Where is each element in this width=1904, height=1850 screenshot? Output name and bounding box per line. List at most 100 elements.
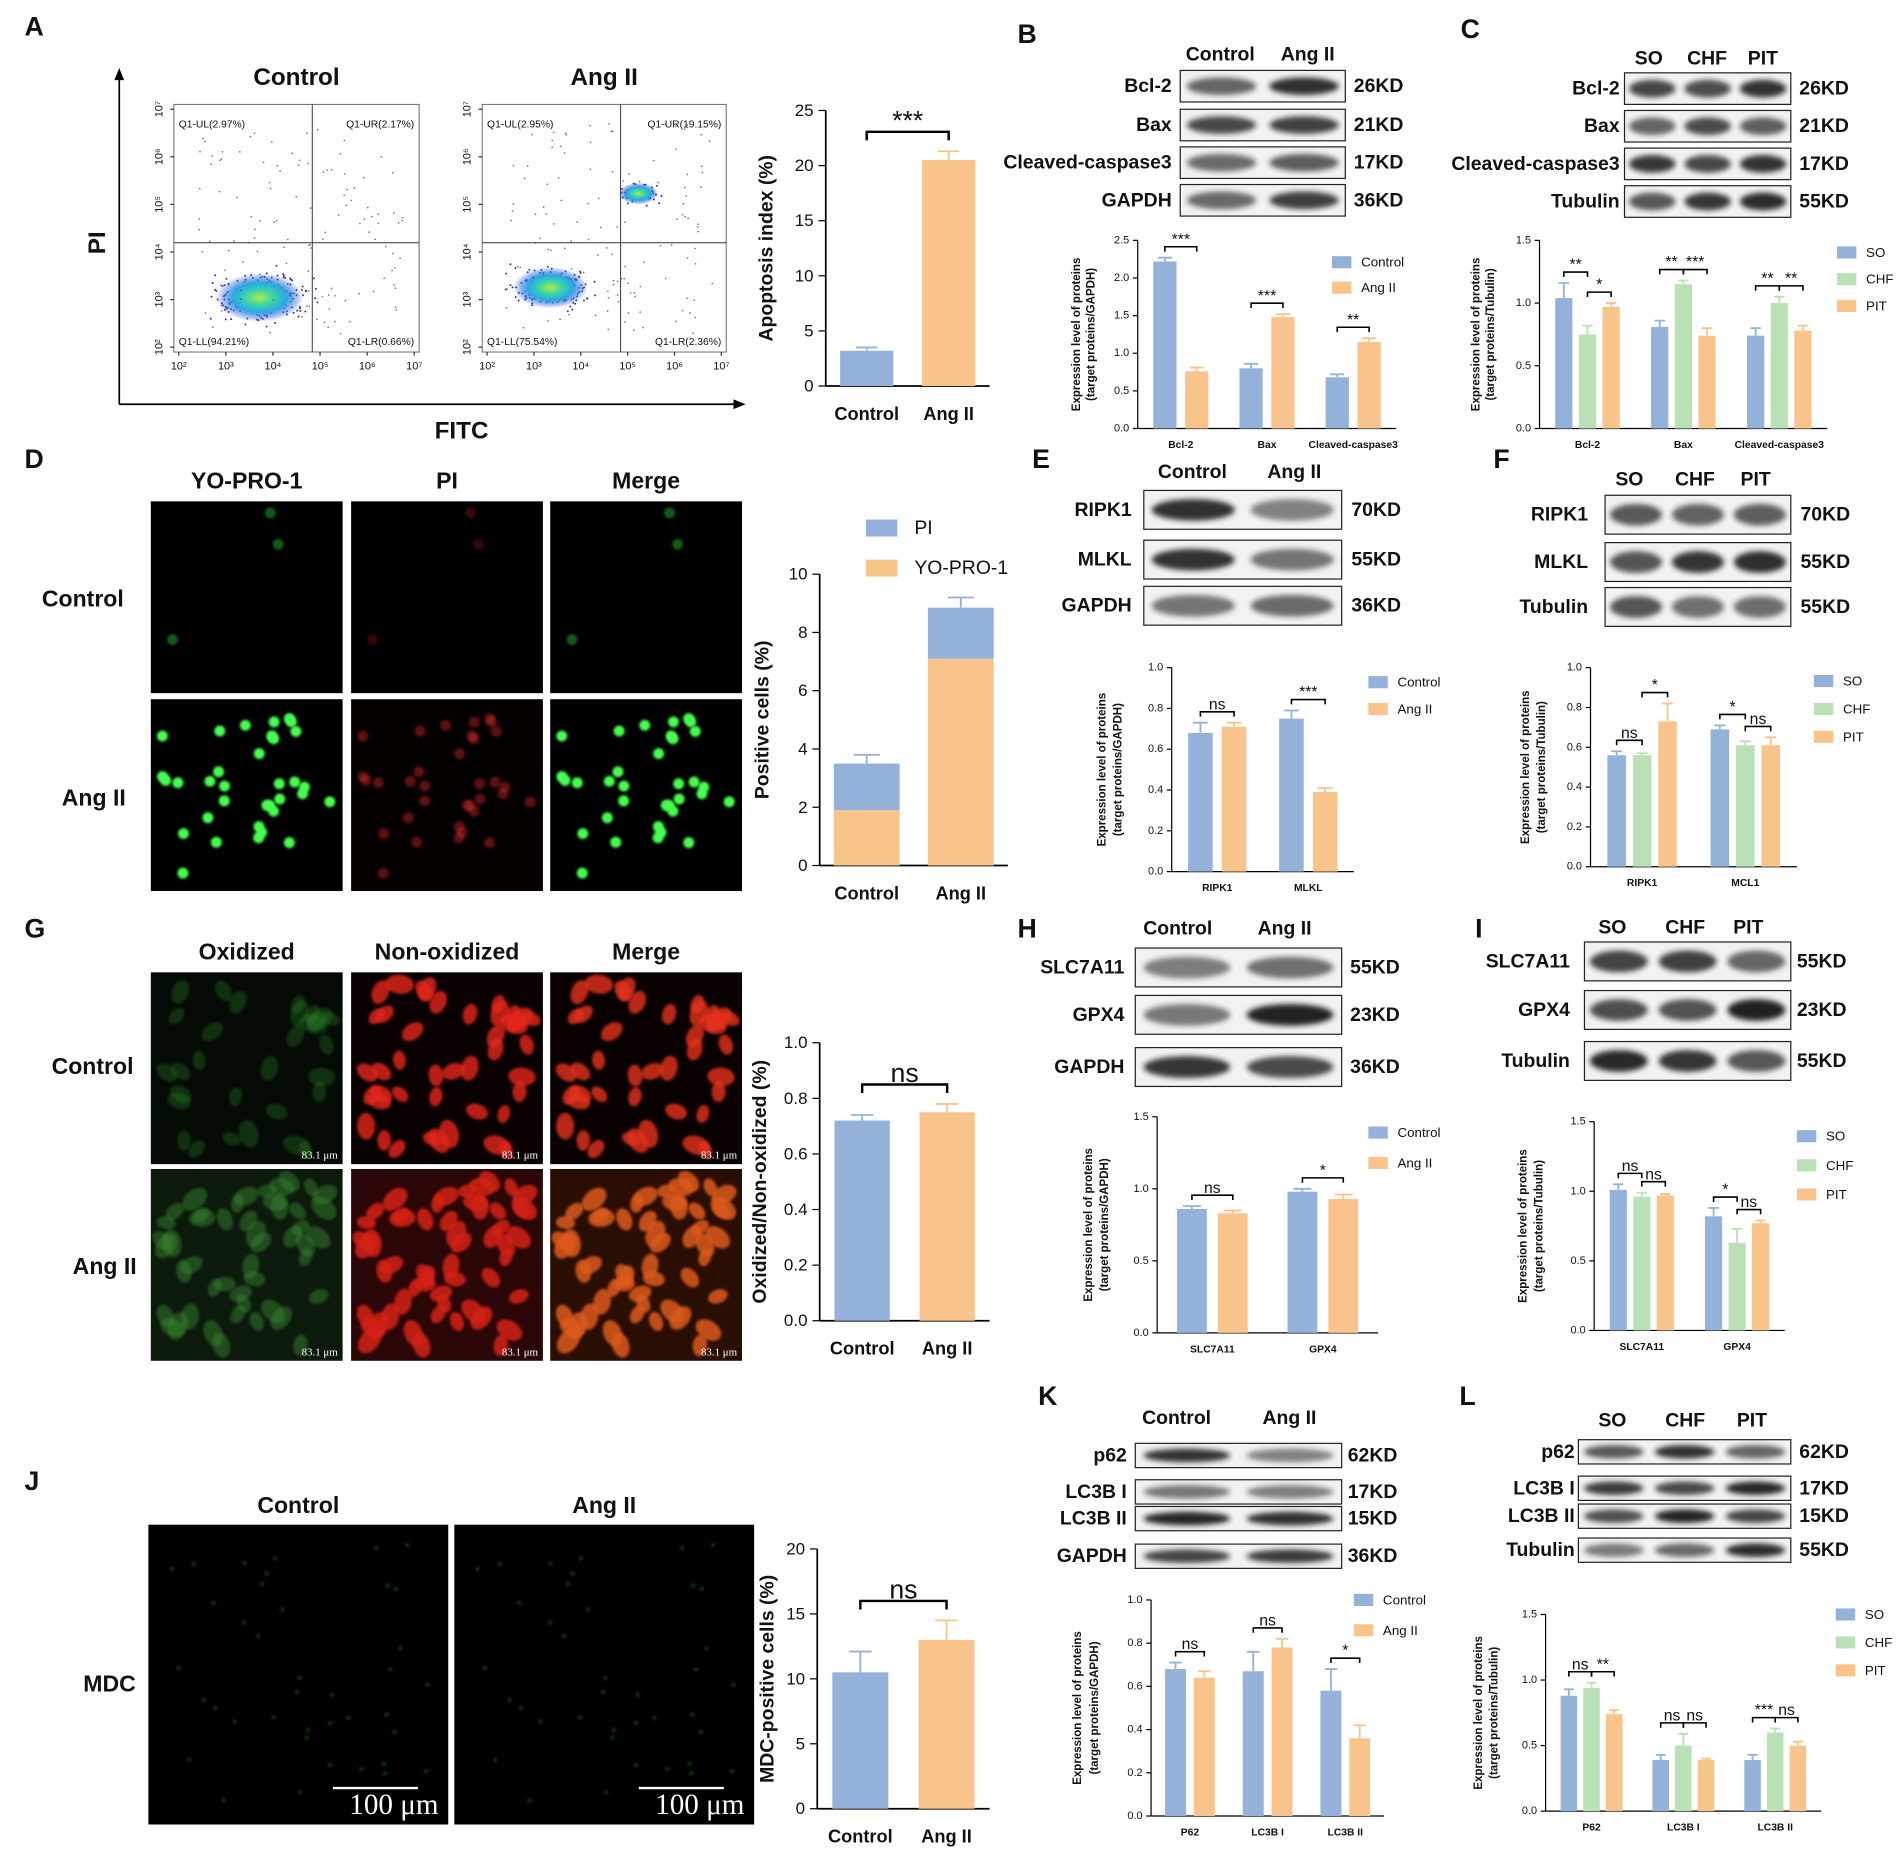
bar — [1789, 1745, 1807, 1812]
flow-event — [616, 226, 618, 228]
cell — [378, 828, 390, 840]
cell — [428, 1064, 444, 1087]
legend-label: CHF — [1866, 272, 1893, 287]
flow-event — [322, 171, 325, 173]
legend-label: Ang II — [1361, 280, 1396, 295]
panel-label: A — [25, 12, 44, 42]
flow-event — [582, 271, 585, 274]
flow-event — [563, 247, 566, 250]
blot-band — [1725, 1543, 1786, 1557]
cell — [706, 1011, 726, 1032]
error-bar — [1765, 736, 1777, 746]
cell — [393, 1050, 406, 1070]
bar — [1312, 792, 1338, 872]
x-tick-label: 10³ — [526, 361, 542, 373]
flow-event — [516, 265, 519, 268]
flow-event — [227, 249, 230, 252]
blot-band — [1269, 77, 1339, 96]
cell — [283, 837, 295, 849]
flow-event — [676, 218, 679, 221]
x-tick-label: Ang II — [936, 883, 987, 903]
flow-event — [594, 294, 597, 297]
error-bar — [1797, 324, 1809, 331]
significance-label: *** — [1299, 684, 1317, 701]
flow-event — [505, 272, 508, 275]
cell — [660, 1055, 678, 1081]
error-bar — [1701, 327, 1713, 336]
cell — [249, 1311, 264, 1332]
speck — [679, 1545, 685, 1551]
cell — [708, 1289, 728, 1304]
cell — [673, 793, 685, 805]
cell — [648, 1311, 664, 1332]
error-bar — [1189, 366, 1204, 372]
flow-event — [312, 277, 315, 280]
cell — [720, 1011, 740, 1027]
bar — [1770, 303, 1788, 429]
legend-swatch — [1353, 1624, 1374, 1637]
image-row-label: Ang II — [62, 785, 126, 811]
blot-row-label: GPX4 — [1073, 1004, 1125, 1026]
flow-event — [330, 287, 333, 290]
flow-event — [627, 282, 630, 285]
flow-event — [339, 332, 342, 335]
flow-event — [579, 271, 582, 274]
significance-label: ** — [1785, 270, 1797, 287]
cell — [156, 1304, 175, 1328]
flow-event — [664, 123, 667, 126]
blot-column-label: CHF — [1665, 1409, 1705, 1431]
cell — [519, 1034, 534, 1055]
x-tick-label: Bcl-2 — [1575, 440, 1600, 451]
flow-event — [202, 137, 204, 140]
flow-event — [397, 222, 400, 224]
flow-event — [218, 190, 221, 193]
significance-label: ** — [1761, 270, 1773, 287]
cell — [293, 1334, 308, 1357]
flow-event — [374, 238, 377, 241]
significance-bracket — [1191, 1194, 1234, 1201]
bar — [1697, 1760, 1715, 1812]
cell — [577, 828, 589, 840]
blot-band — [1151, 594, 1235, 617]
x-tick-label: 10⁷ — [713, 361, 729, 373]
cell — [559, 774, 571, 786]
image-column-label: Ang II — [572, 1492, 636, 1518]
bar — [1560, 1695, 1578, 1812]
blot-band — [1610, 551, 1663, 573]
blot-band — [1143, 1003, 1231, 1026]
cell — [454, 748, 466, 760]
cell — [504, 1178, 519, 1197]
bar — [1153, 261, 1177, 429]
cell — [419, 795, 431, 807]
significance-bracket — [1736, 1208, 1762, 1215]
cell — [382, 1187, 408, 1211]
bar — [840, 350, 894, 387]
flow-event — [384, 245, 387, 248]
bar — [1357, 341, 1381, 429]
error-bar — [1750, 327, 1761, 336]
error-bar — [947, 596, 974, 608]
cell — [363, 1085, 381, 1105]
speck — [384, 1712, 389, 1717]
quadrant-label: Q1-UR(19.15%) — [648, 120, 722, 131]
flow-event — [708, 140, 711, 142]
blot-row-label: GAPDH — [1102, 189, 1172, 211]
speck — [169, 1566, 175, 1571]
flow-event — [345, 204, 348, 207]
flow-event — [560, 199, 563, 202]
cell — [380, 1256, 403, 1274]
significance-label: ns — [1621, 725, 1638, 742]
speck — [730, 1801, 735, 1806]
blot-size-label: 17KD — [1799, 1477, 1849, 1499]
speck — [211, 1600, 216, 1606]
image-column-label: YO-PRO-1 — [191, 468, 303, 494]
flow-event — [401, 219, 404, 222]
error-bar — [1613, 1183, 1624, 1190]
flow-event — [316, 128, 319, 131]
significance-label: ns — [1686, 1707, 1703, 1724]
cell — [319, 1034, 334, 1055]
cell — [306, 1011, 326, 1032]
flow-event — [276, 164, 279, 167]
legend-label: PI — [914, 517, 932, 539]
speck — [328, 1721, 333, 1726]
